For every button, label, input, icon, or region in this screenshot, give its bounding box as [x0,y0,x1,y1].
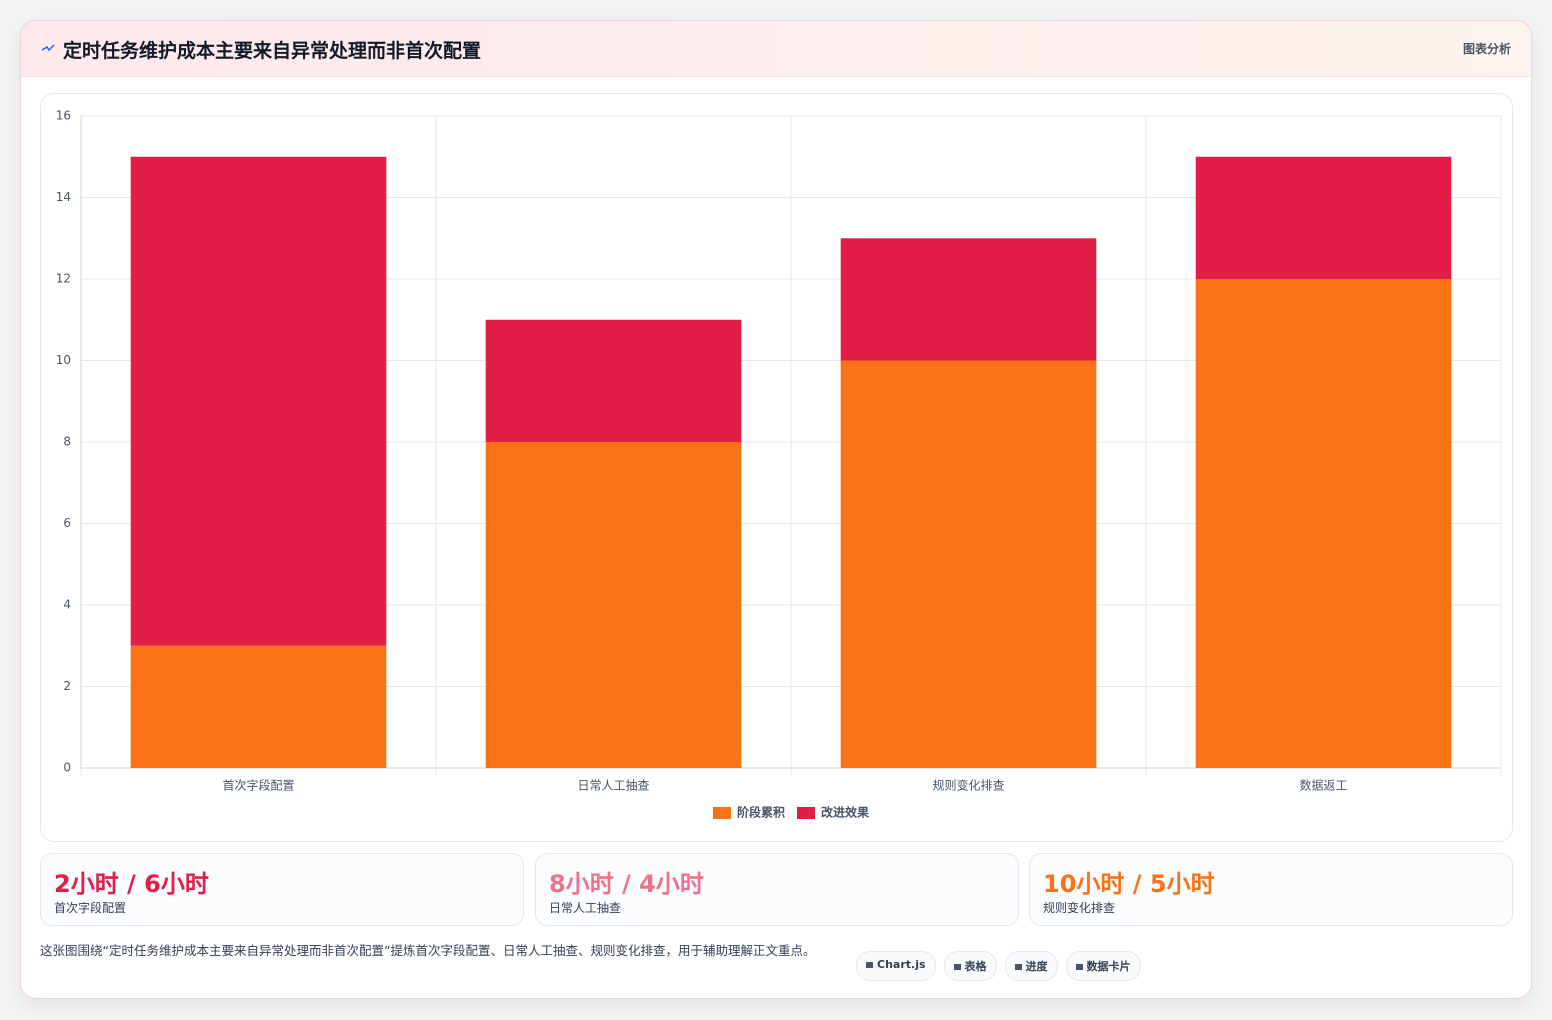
stat-value: 8小时 / 4小时 [549,870,704,898]
header: 定时任务维护成本主要来自异常处理而非首次配置 图表分析 [21,21,1531,77]
chip: 数据卡片 [1065,951,1141,981]
stat-value: 10小时 / 5小时 [1043,870,1215,898]
y-tick-label: 4 [63,598,71,612]
badge: 图表分析 [1462,42,1511,56]
chip: Chart.js [856,951,936,981]
description: 这张图围绕“定时任务维护成本主要来自异常处理而非首次配置”提炼首次字段配置、日常… [40,943,816,958]
x-tick-label: 日常人工抽查 [577,779,649,793]
bar-segment [130,645,387,768]
y-tick-label: 16 [56,109,71,123]
legend-swatch [797,807,815,819]
y-tick-label: 8 [63,435,71,449]
stat-label: 日常人工抽查 [549,901,622,915]
bar-segment [1195,279,1452,768]
bar-segment [1195,156,1452,279]
bar-segment [840,238,1097,361]
y-tick-label: 0 [63,761,71,775]
chart-panel: 0 2 4 6 8 10 12 14 16 首次字段配置 日常人工抽查 规则变化排查 数据返工阶段累积 改… [40,93,1513,842]
legend-label: 阶段累积 [737,805,785,820]
x-tick-label: 首次字段配置 [222,778,294,793]
title: 定时任务维护成本主要来自异常处理而非首次配置 [63,40,482,62]
chip: 进度 [1004,951,1058,981]
icon [41,44,55,52]
stat-card: 10小时 / 5小时规则变化排查 [1029,853,1513,926]
y-tick-label: 2 [63,679,71,693]
y-tick-label: 14 [56,190,71,204]
stat-card: 8小时 / 4小时日常人工抽查 [535,853,1019,926]
stat-label: 规则变化排查 [1043,901,1116,915]
stat-label: 首次字段配置 [54,901,127,915]
chip: 表格 [943,951,997,981]
x-tick-label: 数据返工 [1299,778,1347,793]
x-tick-label: 规则变化排查 [932,778,1004,793]
chips: Chart.js 表格 进度 数据卡片 [856,951,1141,981]
bar-segment [485,442,742,768]
y-tick-label: 12 [56,272,71,286]
legend-swatch [712,807,731,819]
stat-card: 2小时 / 6小时首次字段配置 [40,853,524,926]
bar-segment [485,319,742,442]
legend: 阶段累积 改进效果 [712,805,869,820]
y-tick-label: 6 [63,516,71,530]
bar-segment [840,360,1097,768]
bar-segment [130,156,387,646]
stat-value: 2小时 / 6小时 [54,870,209,898]
legend-label: 改进效果 [821,805,869,820]
card: 定时任务维护成本主要来自异常处理而非首次配置 图表分析 0 2 4 6 8 10 12 14 1… [20,20,1532,999]
y-tick-label: 10 [56,353,71,367]
